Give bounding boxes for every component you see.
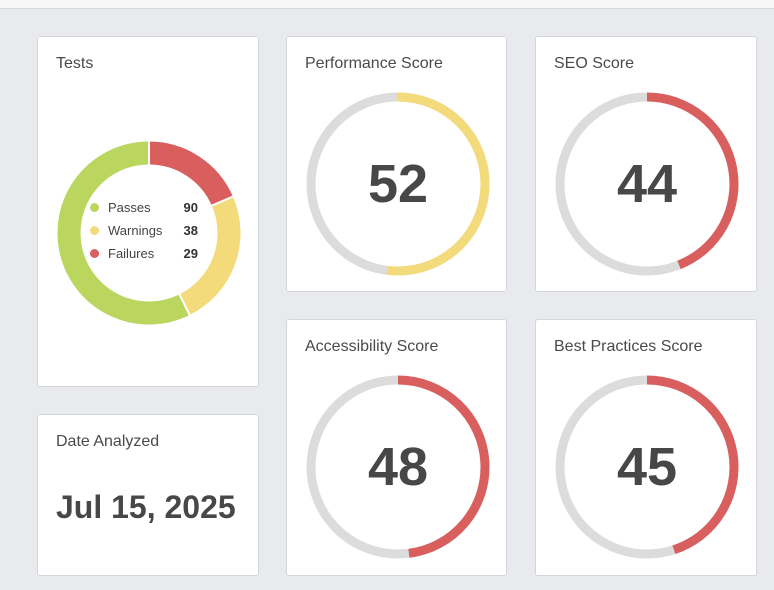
- top-divider: [0, 0, 774, 9]
- date-analyzed-card: Date Analyzed Jul 15, 2025: [37, 414, 259, 576]
- best-practices-gauge-arc: [646, 375, 739, 555]
- tests-title: Tests: [56, 55, 94, 72]
- best-practices-score-gauge: [555, 375, 739, 559]
- warnings-label: Warnings: [108, 223, 163, 238]
- passes-label: Passes: [108, 200, 151, 215]
- best-practices-score-card: Best Practices Score 45: [535, 319, 757, 576]
- legend-row-passes: Passes 90: [90, 196, 198, 219]
- legend-row-warnings: Warnings 38: [90, 219, 198, 242]
- performance-score-value: 52: [367, 154, 429, 214]
- failures-label: Failures: [108, 246, 155, 261]
- date-analyzed-value: Jul 15, 2025: [56, 489, 236, 525]
- passes-count: 90: [183, 200, 198, 215]
- donut-separator: [210, 195, 235, 207]
- performance-gauge-arc: [386, 92, 490, 276]
- tests-legend: Passes 90 Warnings 38 Failures 29: [90, 196, 198, 265]
- best-practices-score-value: 45: [616, 437, 678, 497]
- tests-card: Tests Passes 90 Warnings 38 Failures 29: [37, 36, 259, 387]
- accessibility-gauge-arc: [397, 375, 490, 558]
- performance-score-card: Performance Score 52: [286, 36, 507, 292]
- seo-score-gauge: [555, 92, 739, 276]
- seo-score-card: SEO Score 44: [535, 36, 757, 292]
- donut-separator: [178, 293, 191, 317]
- best-practices-score-title: Best Practices Score: [554, 338, 703, 355]
- donut-slice-passes: [57, 141, 190, 325]
- donut-slice-warnings: [179, 196, 241, 315]
- date-analyzed-title: Date Analyzed: [56, 433, 160, 450]
- failures-dot: [90, 249, 99, 258]
- performance-score-gauge: [306, 92, 490, 276]
- passes-dot: [90, 203, 99, 212]
- seo-score-value: 44: [616, 154, 678, 214]
- tests-donut-chart: [57, 141, 241, 325]
- seo-gauge-arc: [646, 92, 739, 270]
- seo-score-title: SEO Score: [554, 55, 635, 72]
- warnings-dot: [90, 226, 99, 235]
- accessibility-score-value: 48: [367, 437, 429, 497]
- accessibility-score-card: Accessibility Score 48: [286, 319, 507, 576]
- failures-count: 29: [183, 246, 198, 261]
- donut-slice-failures: [148, 141, 233, 207]
- warnings-count: 38: [183, 223, 198, 238]
- legend-row-failures: Failures 29: [90, 242, 198, 265]
- performance-score-title: Performance Score: [305, 55, 443, 72]
- accessibility-score-title: Accessibility Score: [305, 338, 439, 355]
- accessibility-score-gauge: [306, 375, 490, 559]
